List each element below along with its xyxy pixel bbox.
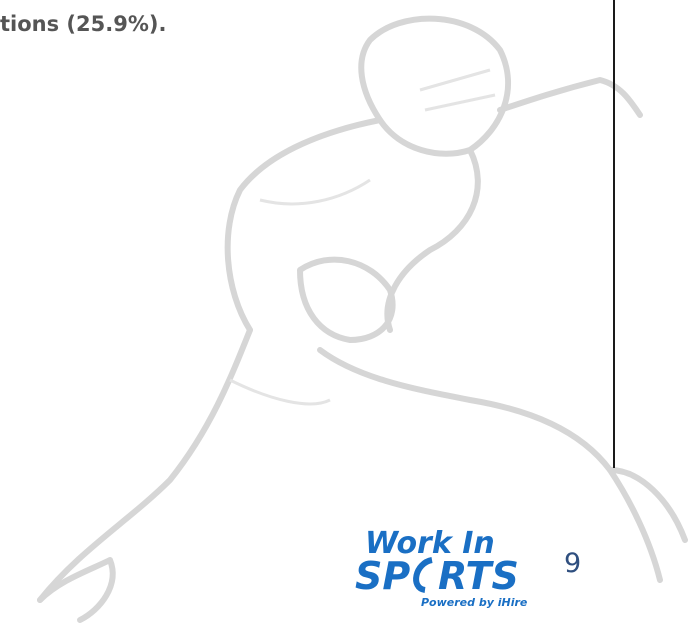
logo-tagline-b: iHire: [498, 596, 528, 609]
logo-line2a: SP: [355, 554, 410, 598]
logo-line2b: RTS: [438, 554, 519, 598]
logo-tagline: Powered by iHire: [421, 596, 528, 609]
page: {"document": {"text_fragment": "tions (2…: [0, 0, 689, 627]
logo-o-arc: [416, 560, 432, 590]
page-number: 9: [564, 548, 581, 579]
logo: Work In SP RTS Powered by iHire: [0, 0, 689, 627]
logo-tagline-a: Powered by: [421, 596, 495, 609]
